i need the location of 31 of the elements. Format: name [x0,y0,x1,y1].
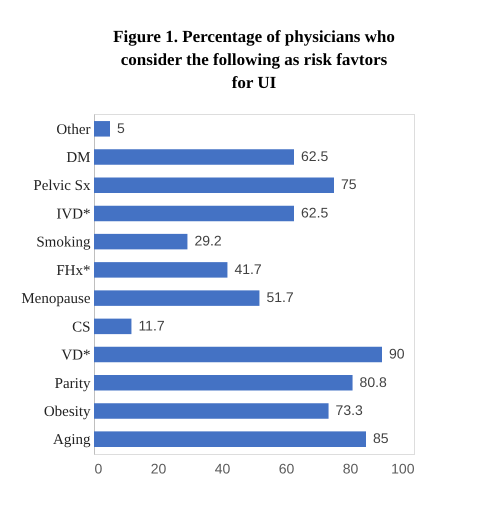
data-label: 51.7 [266,289,294,306]
x-tick-label: 20 [150,460,166,476]
x-tick-label: 60 [278,460,294,476]
y-tick-label: IVD* [56,206,90,222]
y-tick-label: Parity [54,376,91,392]
y-tick-label: Other [56,122,90,138]
y-tick-label: DM [66,150,90,166]
data-label: 90 [389,346,405,362]
data-label: 62.5 [301,148,328,164]
chart-title: Figure 1. Percentage of physicians who consider the following as risk favtors for UI [113,27,395,92]
data-label: 41.7 [234,260,262,277]
y-tick-label: Smoking [36,234,91,251]
y-tick-label: Menopause [21,291,91,308]
x-tick-label: 40 [214,460,230,476]
data-label: 5 [117,120,125,136]
data-label: 73.3 [336,402,364,418]
y-tick-label: Obesity [44,404,91,420]
y-tick-label: CS [72,319,90,336]
y-tick-label: FHx* [56,262,90,279]
data-label: 80.8 [360,374,388,390]
data-label: 62.5 [301,204,328,220]
y-tick-label: Aging [53,432,91,448]
data-label: 29.2 [194,232,222,249]
x-tick-label: 80 [342,460,358,476]
x-tick-label: 0 [94,460,102,476]
data-label: 11.7 [138,317,165,334]
x-tick-label: 100 [391,460,415,476]
data-label: 75 [341,176,357,192]
y-tick-label: VD* [61,348,90,364]
data-label: 85 [373,430,389,446]
y-tick-label: Pelvic Sx [33,178,91,194]
